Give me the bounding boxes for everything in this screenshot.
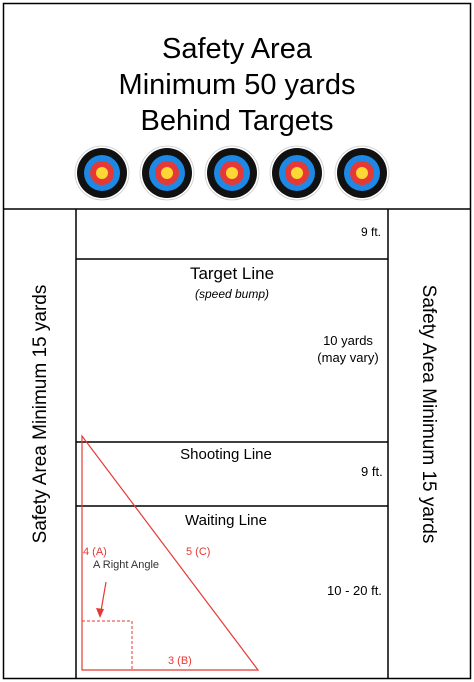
target-line-title: Target Line bbox=[189, 264, 275, 283]
front-depth-label: 9 ft. bbox=[361, 225, 382, 239]
safety-area-title-line-2: Minimum 50 yards bbox=[118, 69, 356, 101]
target-ring bbox=[226, 167, 238, 179]
triangle-outline bbox=[81, 434, 260, 671]
waiting-depth-label: 10 - 20 ft. bbox=[327, 583, 382, 598]
target-ring bbox=[356, 167, 368, 179]
arrow-head bbox=[96, 608, 104, 618]
shooting-line-title: Shooting Line bbox=[180, 446, 272, 463]
target-line-subtitle: (speed bump) bbox=[194, 287, 270, 301]
waiting-line-title: Waiting Line bbox=[185, 512, 267, 529]
right-angle-arrow bbox=[100, 581, 107, 612]
safety-area-title-line-3: Behind Targets bbox=[140, 105, 334, 137]
triangle-side-a: 4 (A) bbox=[83, 546, 107, 558]
targets-row bbox=[74, 145, 390, 201]
target-4 bbox=[269, 145, 325, 201]
triangle-side-c: 5 (C) bbox=[186, 546, 211, 558]
right-angle-label: A Right Angle bbox=[93, 559, 160, 571]
target-5 bbox=[334, 145, 390, 201]
safety-area-title-line-1: Safety Area bbox=[162, 33, 312, 65]
target-2 bbox=[139, 145, 195, 201]
target-ring bbox=[291, 167, 303, 179]
target-ring bbox=[96, 167, 108, 179]
target-1 bbox=[74, 145, 130, 201]
left-safety-area-label: Safety Area Minimum 15 yards bbox=[30, 284, 51, 544]
target-ring bbox=[161, 167, 173, 179]
right-angle-marker bbox=[82, 620, 133, 670]
shooting-depth-label: 9 ft. bbox=[361, 464, 383, 479]
right-safety-area-label: Safety Area Minimum 15 yards bbox=[418, 284, 439, 544]
range-depth-label: 10 yards bbox=[323, 333, 373, 348]
triangle-side-b: 3 (B) bbox=[168, 655, 192, 667]
range-depth-note: (may vary) bbox=[317, 350, 379, 365]
target-3 bbox=[204, 145, 260, 201]
right-triangle bbox=[81, 434, 260, 671]
